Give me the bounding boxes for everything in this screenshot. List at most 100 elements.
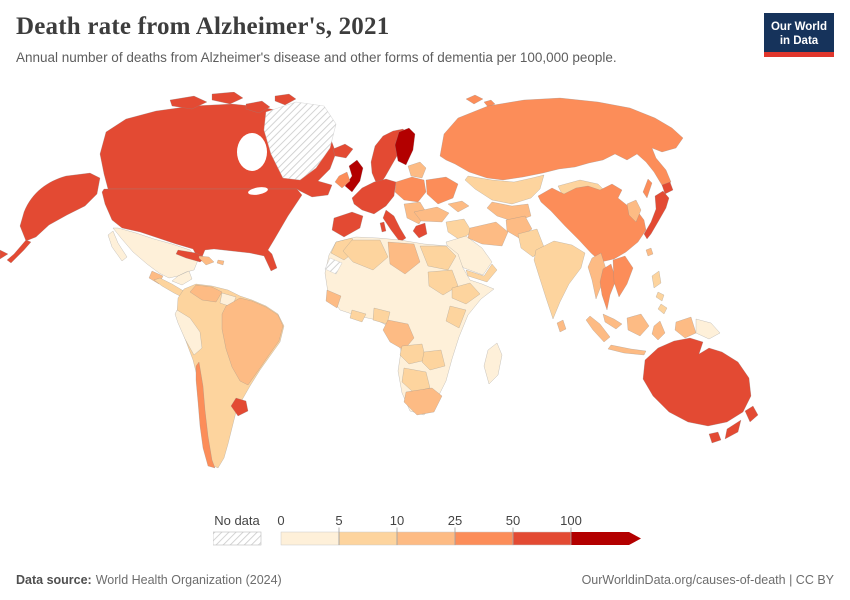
map-region-south-africa[interactable] [403, 387, 443, 416]
legend-no-data-swatch[interactable] [213, 531, 262, 546]
map-region-canada-arctic-island-2[interactable] [211, 92, 244, 105]
map-region-borneo[interactable] [626, 313, 650, 337]
map-region-yucatan[interactable] [171, 270, 193, 286]
map-region-new-zealand-south[interactable] [724, 419, 742, 440]
owid-logo-bar [764, 52, 834, 57]
map-region-greenland[interactable] [263, 101, 337, 181]
header: Death rate from Alzheimer's, 2021 Annual… [16, 13, 834, 65]
map-region-papua-new-guinea[interactable] [695, 318, 721, 340]
map-region-canada-arctic-island-1[interactable] [169, 95, 208, 110]
map-region-india[interactable] [533, 240, 586, 320]
owid-logo-line2: in Data [780, 35, 819, 47]
map-region-zambia-zimbabwe[interactable] [421, 349, 446, 371]
map-region-svalbard[interactable] [465, 94, 484, 105]
map-region-philippines-mindanao[interactable] [657, 303, 668, 315]
map-region-chile[interactable] [195, 361, 216, 469]
map-region-hawaii[interactable] [0, 249, 9, 260]
map-region-turkey[interactable] [413, 206, 450, 223]
map-region-west-new-guinea[interactable] [674, 316, 697, 339]
map-region-iran[interactable] [467, 221, 509, 247]
map-region-greece[interactable] [412, 222, 428, 239]
map-region-angola[interactable] [399, 343, 427, 365]
map-region-thailand[interactable] [599, 263, 617, 311]
map-region-puerto-rico[interactable] [216, 259, 225, 266]
map-region-algeria[interactable] [342, 239, 389, 271]
map-region-western-europe[interactable] [351, 178, 397, 215]
map-region-central-europe[interactable] [394, 176, 427, 203]
map-region-philippines-visayas[interactable] [655, 291, 665, 302]
map-region-myanmar[interactable] [587, 252, 607, 300]
map-region-sudan[interactable] [427, 269, 459, 296]
legend-bin-0-5[interactable] [280, 531, 340, 546]
map-region-ukraine[interactable] [425, 176, 459, 205]
legend-bin-50-100[interactable] [512, 531, 572, 546]
map-legend: No data 0 5 10 25 50 100 [213, 513, 641, 546]
map-region-korea[interactable] [626, 199, 642, 223]
map-region-united-kingdom[interactable] [344, 159, 364, 193]
map-region-ethiopia[interactable] [451, 282, 481, 305]
legend-bin-10-25[interactable] [396, 531, 456, 546]
map-region-sardinia[interactable] [379, 221, 387, 233]
map-region-libya[interactable] [387, 241, 421, 275]
map-region-russia[interactable] [439, 97, 684, 188]
map-region-peru[interactable] [174, 309, 203, 356]
footer: Data source: World Health Organization (2… [16, 573, 834, 587]
map-region-united-states[interactable] [101, 188, 303, 272]
credit-link[interactable]: OurWorldinData.org/causes-of-death | CC … [581, 573, 834, 587]
legend-bin-100-plus-arrow[interactable] [571, 532, 641, 545]
map-region-ghana[interactable] [349, 309, 367, 323]
map-region-malaysia[interactable] [602, 313, 623, 330]
map-region-new-zealand-north[interactable] [744, 405, 759, 423]
map-region-taiwan[interactable] [645, 247, 654, 257]
map-region-java[interactable] [607, 344, 647, 356]
map-region-hokkaido[interactable] [661, 181, 674, 195]
map-region-baja-california[interactable] [107, 230, 128, 262]
map-region-alaska[interactable] [19, 172, 101, 242]
map-region-baltics[interactable] [407, 161, 427, 179]
map-region-canada-arctic-island-4[interactable] [274, 93, 297, 106]
map-region-novaya-zemlya[interactable] [483, 99, 496, 108]
map-region-uruguay[interactable] [230, 397, 249, 417]
legend-tick-100: 100 [560, 513, 582, 528]
legend-bin-25-50[interactable] [454, 531, 514, 546]
world-map [0, 92, 759, 469]
map-region-yemen-oman[interactable] [465, 263, 498, 283]
map-region-kazakhstan[interactable] [464, 174, 545, 205]
map-region-italy[interactable] [382, 209, 407, 243]
map-region-indochina[interactable] [612, 255, 634, 298]
data-source-value: World Health Organization (2024) [95, 573, 282, 587]
map-region-madagascar[interactable] [483, 342, 503, 385]
legend-tick-5: 5 [335, 513, 342, 528]
owid-logo-bg [764, 13, 834, 52]
map-region-sulawesi[interactable] [651, 320, 666, 341]
map-region-egypt[interactable] [419, 245, 457, 271]
map-region-canada-arctic-island-3[interactable] [245, 100, 271, 114]
map-region-kenya-tanzania[interactable] [445, 305, 467, 329]
map-region-senegal-guinea[interactable] [325, 289, 342, 309]
legend-tick-50: 50 [506, 513, 520, 528]
owid-logo-line1: Our World [771, 21, 827, 33]
header-text: Death rate from Alzheimer's, 2021 Annual… [16, 13, 617, 65]
map-region-sumatra[interactable] [585, 315, 611, 343]
owid-logo[interactable]: Our World in Data [764, 13, 834, 57]
map-region-ireland[interactable] [334, 171, 351, 189]
map-region-finland[interactable] [394, 127, 416, 166]
map-region-hispaniola[interactable] [198, 255, 215, 266]
map-region-venezuela[interactable] [189, 284, 223, 303]
map-region-tasmania[interactable] [708, 431, 722, 444]
map-region-australia[interactable] [642, 337, 752, 427]
map-region-iberia[interactable] [331, 211, 364, 238]
map-region-china[interactable] [537, 183, 647, 263]
map-region-brazil[interactable] [221, 297, 284, 386]
hudson-bay [237, 133, 267, 171]
map-region-philippines-luzon[interactable] [651, 270, 662, 289]
legend-bin-5-10[interactable] [338, 531, 398, 546]
map-region-alaska-peninsula[interactable] [6, 239, 32, 264]
map-region-sri-lanka[interactable] [556, 319, 567, 333]
map-region-japan[interactable] [643, 190, 670, 240]
map-region-western-sahara[interactable] [324, 257, 343, 275]
map-region-caucasus[interactable] [447, 200, 470, 213]
map-region-sakhalin[interactable] [642, 178, 653, 199]
map-region-iceland[interactable] [332, 143, 354, 159]
map-region-cuba[interactable] [175, 249, 207, 263]
